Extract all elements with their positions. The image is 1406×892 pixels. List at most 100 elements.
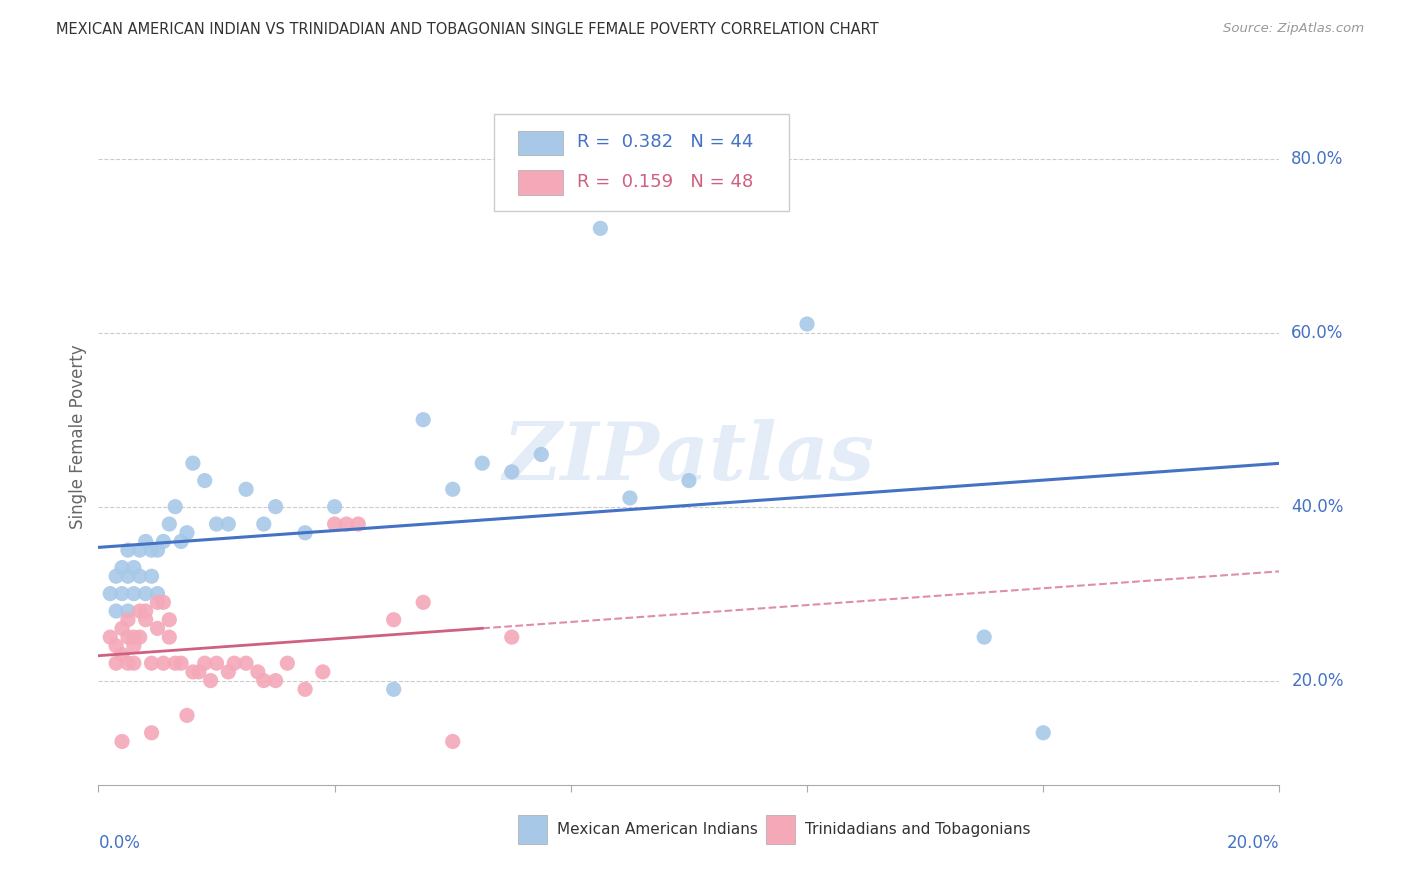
Point [135,587,157,601]
Point [111,587,134,601]
Point [276,657,298,671]
Point [111,560,134,574]
Point [117,657,139,671]
Point [181,456,204,470]
Point [135,534,157,549]
Point [589,221,612,235]
Point [176,708,198,723]
Point [323,500,346,514]
Point [187,665,209,679]
Point [141,657,163,671]
Point [146,621,169,635]
Point [1032,725,1054,739]
FancyBboxPatch shape [766,815,796,844]
Point [205,516,228,531]
Y-axis label: Single Female Poverty: Single Female Poverty [69,345,87,529]
Point [122,657,145,671]
Point [122,630,145,644]
FancyBboxPatch shape [494,113,789,211]
Point [181,665,204,679]
Point [382,682,405,697]
Point [111,621,134,635]
Point [347,516,370,531]
Text: 0.0%: 0.0% [98,834,141,852]
Point [105,639,128,653]
Point [128,543,150,558]
Text: MEXICAN AMERICAN INDIAN VS TRINIDADIAN AND TOBAGONIAN SINGLE FEMALE POVERTY CORR: MEXICAN AMERICAN INDIAN VS TRINIDADIAN A… [56,22,879,37]
Text: 60.0%: 60.0% [1291,324,1344,342]
Text: Source: ZipAtlas.com: Source: ZipAtlas.com [1223,22,1364,36]
Point [128,630,150,644]
Text: Mexican American Indians: Mexican American Indians [557,822,758,837]
Point [205,657,228,671]
Point [253,516,276,531]
Point [117,630,139,644]
Point [312,665,335,679]
Point [382,613,405,627]
Point [98,630,121,644]
Text: 20.0%: 20.0% [1291,672,1344,690]
Point [253,673,276,688]
Point [157,630,180,644]
Point [122,560,145,574]
Text: 20.0%: 20.0% [1227,834,1279,852]
Point [501,465,523,479]
Point [152,595,174,609]
FancyBboxPatch shape [517,170,562,194]
Point [170,534,193,549]
Point [165,500,187,514]
Point [530,447,553,462]
Text: 40.0%: 40.0% [1291,498,1344,516]
Point [796,317,818,331]
FancyBboxPatch shape [517,815,547,844]
Point [217,665,239,679]
Point [294,682,316,697]
Point [135,613,157,627]
Point [141,543,163,558]
Point [98,587,121,601]
Point [105,569,128,583]
Point [157,613,180,627]
Text: R =  0.159   N = 48: R = 0.159 N = 48 [576,173,754,191]
Point [146,595,169,609]
Point [152,657,174,671]
Point [194,657,217,671]
Point [264,673,287,688]
Point [294,525,316,540]
Point [246,665,269,679]
Point [973,630,995,644]
Point [128,604,150,618]
Point [117,604,139,618]
Point [441,482,464,496]
Point [111,648,134,662]
Text: 80.0%: 80.0% [1291,150,1344,168]
Point [217,516,239,531]
Point [122,587,145,601]
Point [224,657,246,671]
FancyBboxPatch shape [517,130,562,155]
Point [117,569,139,583]
Point [235,657,257,671]
Text: R =  0.382   N = 44: R = 0.382 N = 44 [576,134,754,152]
Point [194,474,217,488]
Point [111,734,134,748]
Point [117,543,139,558]
Text: Trinidadians and Tobagonians: Trinidadians and Tobagonians [804,822,1031,837]
Point [323,516,346,531]
Point [135,604,157,618]
Text: ZIPatlas: ZIPatlas [503,419,875,497]
Point [141,569,163,583]
Point [501,630,523,644]
Point [170,657,193,671]
Point [200,673,222,688]
Point [152,534,174,549]
Point [141,725,163,739]
Point [335,516,357,531]
Point [441,734,464,748]
Point [412,412,434,426]
Point [471,456,494,470]
Point [117,613,139,627]
Point [105,604,128,618]
Point [146,543,169,558]
Point [122,639,145,653]
